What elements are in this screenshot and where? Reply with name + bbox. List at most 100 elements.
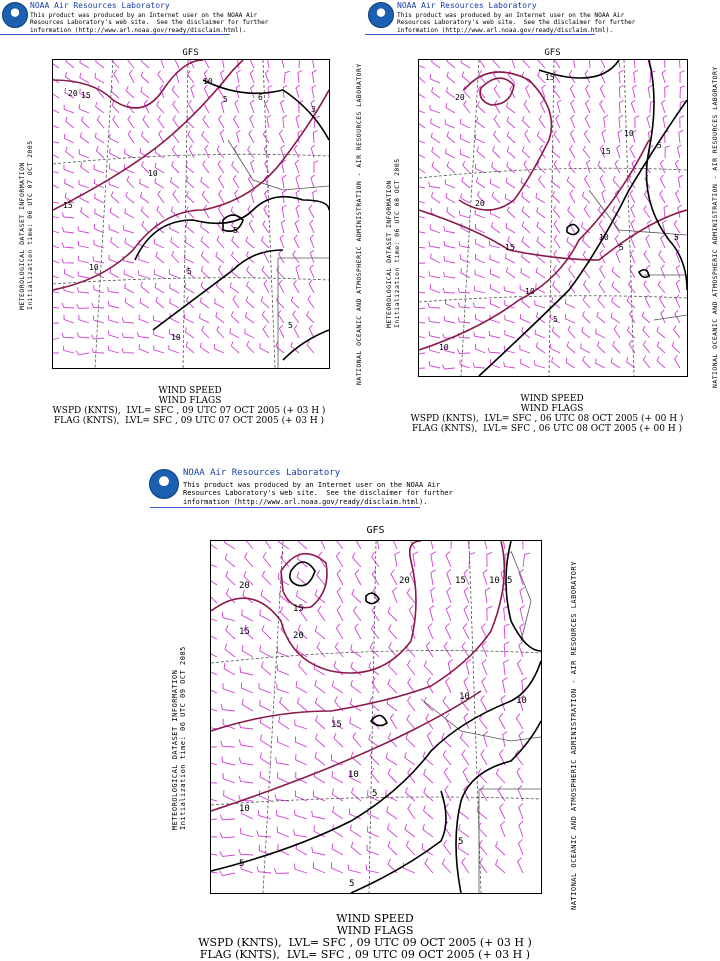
wind-barb <box>599 174 606 189</box>
wind-barb <box>229 328 240 339</box>
wind-barb <box>554 60 561 69</box>
wind-barb <box>518 569 524 586</box>
wind-barb <box>219 832 236 839</box>
wind-barb <box>503 623 510 640</box>
wind-barb <box>314 733 326 748</box>
wind-barb <box>566 236 576 249</box>
wind-barb <box>312 130 318 144</box>
wind-barb <box>266 114 272 129</box>
disclaimer-text: This product was produced by an Internet… <box>397 12 636 34</box>
lab-name-link[interactable]: NOAA Air Resources Laboratory <box>183 468 341 478</box>
wind-barb <box>243 624 254 640</box>
wind-barb <box>468 541 470 550</box>
lab-name-link[interactable]: NOAA Air Resources Laboratory <box>397 1 537 10</box>
wind-barb <box>140 86 150 99</box>
wind-barb <box>124 237 135 249</box>
contour-label: 5 <box>458 837 463 847</box>
wind-barb <box>185 221 195 234</box>
wind-barb <box>463 713 470 730</box>
wind-barb <box>277 772 290 784</box>
wind-barb <box>674 234 681 249</box>
wind-barb <box>61 212 75 219</box>
contour-label: 5 <box>349 879 354 889</box>
wind-barb <box>391 587 398 604</box>
wind-barb <box>522 552 531 568</box>
wind-barb <box>108 254 120 264</box>
wind-barb <box>296 571 308 586</box>
wind-barb <box>536 131 546 144</box>
wind-barb <box>211 635 218 640</box>
wind-barb <box>458 210 471 219</box>
wind-barb <box>675 279 681 294</box>
wind-barb <box>628 340 636 354</box>
wind-barb <box>676 144 682 159</box>
wind-barb <box>597 205 606 219</box>
wind-barb <box>261 310 270 324</box>
wind-barb <box>245 236 255 249</box>
wind-barb <box>402 862 416 874</box>
wind-barb <box>489 254 501 264</box>
wind-barb <box>140 71 150 84</box>
wind-barb <box>172 100 180 114</box>
wind-barb <box>487 347 501 354</box>
wind-barb <box>279 606 290 622</box>
wind-barb <box>79 73 90 84</box>
wind-barb <box>312 189 318 204</box>
wind-barb <box>211 727 218 730</box>
wind-barb <box>406 587 416 604</box>
wind-barb <box>187 130 195 144</box>
wind-barb <box>371 677 380 694</box>
wind-barb <box>332 806 344 820</box>
dataset-info-title: METEOROLOGICAL DATASET INFORMATION <box>171 669 179 830</box>
wind-barb <box>247 145 255 159</box>
wind-barb <box>628 175 636 189</box>
wind-barb <box>601 189 606 204</box>
wind-barb <box>534 299 546 309</box>
contour-label: 20 <box>475 199 485 208</box>
wind-barb <box>446 161 456 174</box>
wind-barb <box>569 189 576 204</box>
wind-barb <box>219 814 236 821</box>
wind-barb <box>279 234 285 249</box>
wind-barb <box>419 367 426 369</box>
wind-barb <box>261 265 270 279</box>
wind-barb <box>96 115 105 129</box>
wind-barb <box>393 541 398 550</box>
wind-barb <box>475 177 486 189</box>
wind-barb <box>139 178 150 189</box>
wind-barb <box>583 205 591 219</box>
wind-barb <box>63 314 75 324</box>
wind-barb <box>274 794 290 802</box>
wind-barb <box>599 84 606 99</box>
wind-barb <box>419 154 426 159</box>
wind-barb <box>153 345 165 354</box>
wind-barb <box>503 285 516 294</box>
noaa-logo-icon <box>368 2 394 28</box>
wind-barb <box>643 205 651 219</box>
wind-barb <box>568 70 576 84</box>
wind-barb <box>520 252 531 264</box>
wind-barb <box>450 541 452 550</box>
wind-barb <box>429 74 441 84</box>
wind-barb <box>295 204 300 219</box>
wind-barb <box>600 60 606 69</box>
wind-barb <box>419 246 426 249</box>
wind-barb <box>53 154 60 159</box>
wind-barb <box>77 255 90 264</box>
wind-barb <box>503 345 516 354</box>
state-borders <box>227 139 329 368</box>
wind-barb <box>352 605 362 622</box>
wind-barb <box>509 84 516 99</box>
wind-barb <box>213 344 225 354</box>
wind-barb <box>489 359 501 369</box>
wind-barb <box>259 609 272 622</box>
wind-barb <box>643 250 651 264</box>
wind-barb <box>354 623 362 640</box>
wind-barb <box>419 307 426 310</box>
wind-barb <box>536 207 546 219</box>
header-rule <box>365 34 595 35</box>
wind-barb <box>220 99 226 114</box>
wind-barb <box>154 238 165 249</box>
wind-barb <box>519 313 531 324</box>
lab-name-link[interactable]: NOAA Air Resources Laboratory <box>30 1 170 10</box>
